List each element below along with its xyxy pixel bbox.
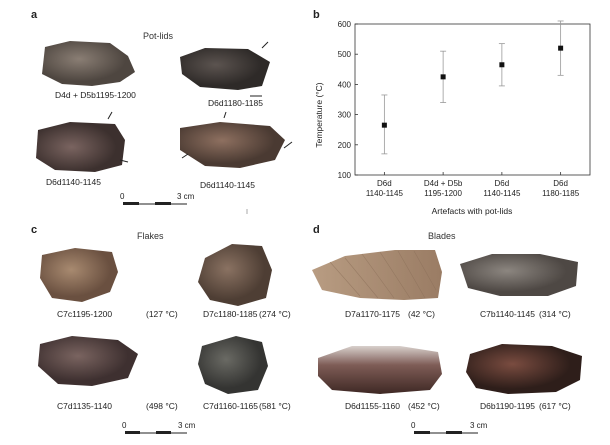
caption-a4: D6d1140-1145	[200, 180, 255, 190]
x-tick-label: D4d + D5b	[424, 179, 463, 188]
chart-x-label: Artefacts with pot-lids	[432, 206, 513, 216]
y-tick-label: 200	[338, 141, 352, 150]
temp-d4: (617 °C)	[539, 401, 571, 411]
scale-a-start: 0	[120, 192, 125, 201]
artefact-photo-a4	[180, 122, 285, 168]
x-tick-label: 1140-1145	[366, 189, 404, 198]
data-point	[440, 74, 446, 80]
x-tick-label: 1180-1185	[542, 189, 580, 198]
chart-y-ticks: 100 200 300 400 500 600	[338, 20, 358, 180]
panel-letter-d: d	[313, 224, 320, 236]
artefact-photo-c1	[40, 248, 118, 302]
data-point	[381, 122, 387, 128]
scale-c-end: 3 cm	[178, 421, 196, 430]
caption-d2: C7b1140-1145	[480, 309, 535, 319]
caption-a3: D6d1140-1145	[46, 177, 101, 187]
temp-d2: (314 °C)	[539, 309, 571, 319]
chart-y-label: Temperature (°C)	[314, 82, 324, 147]
caption-c3: C7d1135-1140	[57, 401, 112, 411]
panel-letter-c: c	[31, 224, 38, 236]
caption-d3: D6d1155-1160	[345, 401, 400, 411]
caption-a1: D4d + D5b1195-1200	[55, 90, 136, 100]
scale-c-start: 0	[122, 421, 127, 430]
x-tick-label: D6d	[377, 179, 392, 188]
data-point	[558, 45, 564, 51]
temp-d3: (452 °C)	[408, 401, 440, 411]
chart-axes	[354, 23, 591, 176]
artefact-photo-c4	[198, 336, 268, 394]
temp-c4: (581 °C)	[259, 401, 291, 411]
temp-d1: (42 °C)	[408, 309, 436, 319]
artefact-photo-d4	[466, 344, 582, 394]
caption-d1: D7a1170-1175	[345, 309, 400, 319]
panel-title-c: Flakes	[137, 231, 164, 241]
caption-c4: C7d1160-1165	[203, 401, 258, 411]
y-tick-label: 100	[338, 171, 352, 180]
temp-c3: (498 °C)	[146, 401, 178, 411]
panel-title-d: Blades	[428, 231, 456, 241]
caption-a2: D6d1180-1185	[208, 98, 263, 108]
data-point	[499, 62, 505, 68]
y-tick-label: 500	[338, 50, 352, 59]
artefact-photo-d2	[460, 254, 578, 296]
artefact-photo-a1	[42, 41, 135, 86]
caption-c1: C7c1195-1200	[57, 309, 113, 319]
scale-d-start: 0	[411, 421, 416, 430]
scale-d-end: 3 cm	[470, 421, 488, 430]
artefact-photo-c3	[38, 336, 138, 386]
panel-title-a: Pot-lids	[143, 31, 174, 41]
temp-c2: (274 °C)	[259, 309, 291, 319]
x-tick-label: 1140-1145	[483, 189, 521, 198]
panel-letter-b: b	[313, 9, 320, 21]
chart-frame	[354, 23, 591, 176]
artefact-photo-a3	[36, 122, 125, 172]
y-tick-label: 400	[338, 80, 352, 89]
panel-letter-a: a	[31, 9, 38, 21]
caption-c2: D7c1180-1185	[203, 309, 258, 319]
chart-marks	[381, 20, 564, 155]
x-tick-label: 1195-1200	[424, 189, 462, 198]
artefact-photo-d3	[318, 346, 442, 394]
artefact-photo-a2	[180, 48, 270, 90]
scale-a-end: 3 cm	[177, 192, 195, 201]
x-tick-label: D6d	[495, 179, 510, 188]
y-tick-label: 300	[338, 111, 352, 120]
caption-d4: D6b1190-1195	[480, 401, 535, 411]
x-tick-label: D6d	[553, 179, 568, 188]
y-tick-label: 600	[338, 20, 352, 29]
artefact-photo-c2	[198, 244, 272, 306]
temp-c1: (127 °C)	[146, 309, 178, 319]
